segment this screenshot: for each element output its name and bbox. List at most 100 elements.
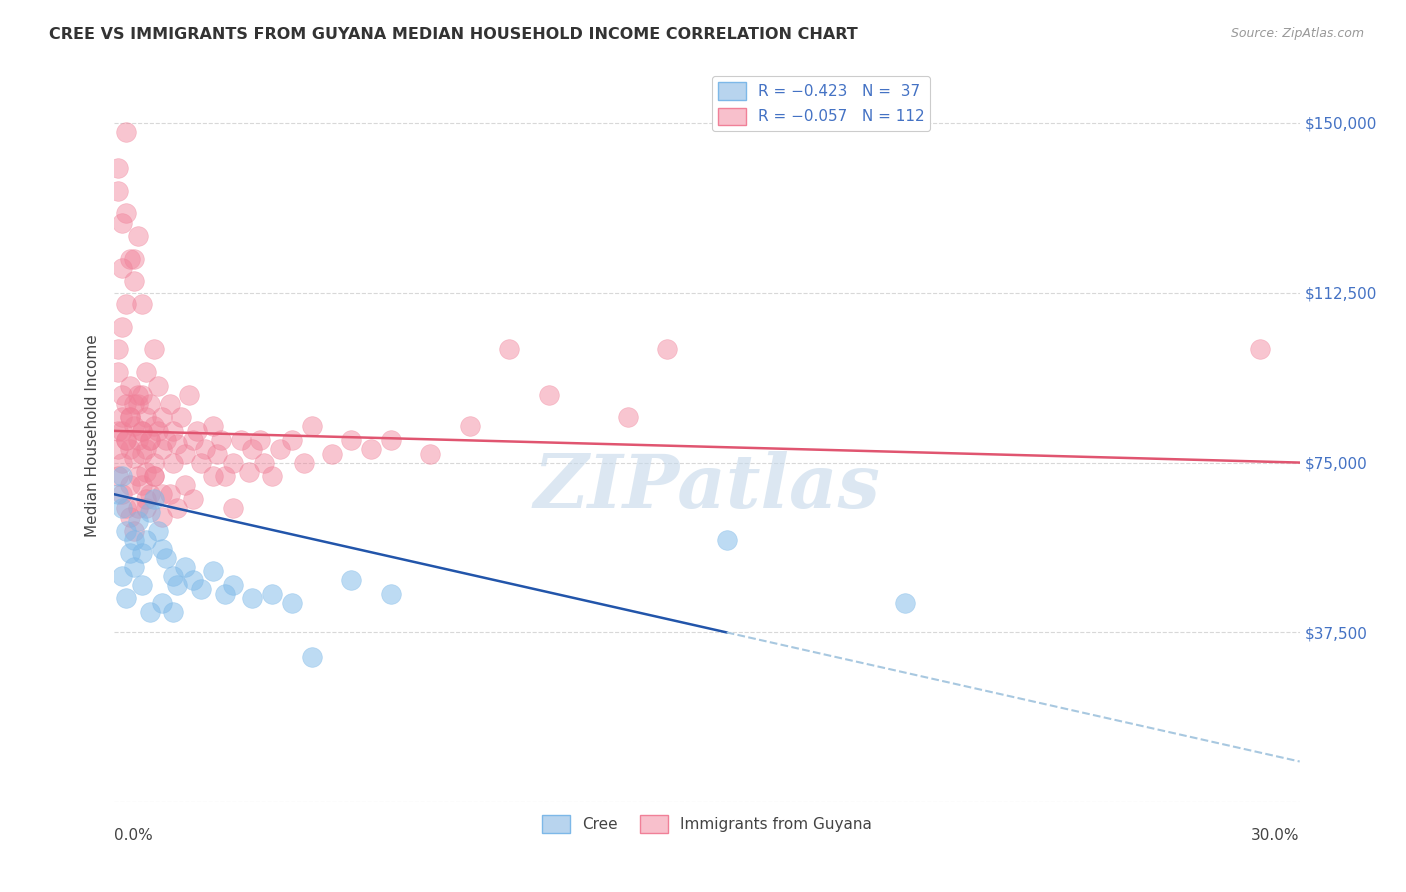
Point (111, 387, 134, 401)
Point (181, 433, 204, 447)
Point (118, 546, 141, 560)
Point (118, 410, 141, 425)
Point (107, 487, 129, 501)
Point (537, 387, 560, 401)
Point (111, 487, 134, 501)
Point (135, 465, 157, 479)
Point (360, 442, 382, 456)
Point (181, 491, 204, 506)
Point (162, 605, 184, 619)
Point (127, 515, 149, 529)
Point (107, 343, 129, 357)
Point (238, 465, 260, 479)
Point (174, 446, 197, 460)
Point (115, 206, 138, 220)
Point (139, 605, 162, 619)
Point (131, 424, 153, 438)
Point (301, 650, 323, 665)
Point (269, 442, 291, 456)
Point (107, 424, 129, 438)
Point (1249, 343, 1271, 357)
Point (155, 433, 177, 447)
Point (111, 500, 134, 515)
Point (281, 433, 304, 447)
Legend: Cree, Immigrants from Guyana: Cree, Immigrants from Guyana (536, 809, 877, 838)
Point (340, 574, 363, 588)
Point (107, 161, 129, 176)
Point (135, 365, 157, 379)
Point (131, 446, 153, 460)
Point (115, 397, 138, 411)
Point (118, 378, 141, 392)
Point (135, 410, 157, 425)
Point (380, 433, 402, 447)
Point (142, 456, 165, 470)
Point (174, 478, 197, 492)
Point (170, 410, 193, 425)
Point (146, 524, 169, 538)
Point (146, 378, 169, 392)
Point (131, 546, 153, 560)
Point (131, 424, 153, 438)
Point (122, 559, 145, 574)
Point (111, 424, 134, 438)
Point (118, 478, 141, 492)
Point (111, 469, 134, 483)
Point (111, 410, 134, 425)
Point (155, 550, 177, 565)
Point (174, 559, 197, 574)
Point (301, 419, 323, 434)
Point (657, 343, 679, 357)
Point (380, 587, 402, 601)
Point (122, 419, 145, 434)
Point (194, 442, 217, 456)
Point (142, 491, 165, 506)
Point (150, 487, 173, 501)
Point (166, 578, 188, 592)
Point (498, 343, 520, 357)
Text: 30.0%: 30.0% (1251, 828, 1299, 843)
Text: 0.0%: 0.0% (114, 828, 153, 843)
Point (716, 533, 738, 547)
Point (281, 596, 304, 610)
Point (115, 125, 138, 139)
Point (201, 564, 224, 578)
Point (150, 510, 173, 524)
Point (458, 419, 481, 434)
Point (118, 410, 141, 425)
Point (166, 437, 188, 451)
Point (321, 446, 343, 460)
Point (617, 410, 640, 425)
Point (201, 469, 224, 483)
Point (159, 397, 181, 411)
Point (135, 500, 157, 515)
Point (131, 578, 153, 592)
Point (166, 500, 188, 515)
Point (127, 433, 149, 447)
Point (159, 487, 181, 501)
Point (122, 397, 145, 411)
Point (229, 433, 252, 447)
Point (214, 587, 236, 601)
Point (127, 500, 149, 515)
Point (115, 433, 138, 447)
Point (107, 442, 129, 456)
Point (150, 596, 173, 610)
Point (142, 469, 165, 483)
Point (190, 456, 212, 470)
Point (111, 319, 134, 334)
Point (135, 491, 157, 506)
Point (127, 469, 149, 483)
Point (242, 591, 264, 606)
Point (139, 505, 162, 519)
Point (292, 456, 315, 470)
Point (115, 433, 138, 447)
Point (115, 591, 138, 606)
Point (253, 456, 276, 470)
Point (214, 469, 236, 483)
Text: ZIPatlas: ZIPatlas (533, 450, 880, 523)
Point (340, 433, 363, 447)
Point (131, 478, 153, 492)
Point (107, 469, 129, 483)
Point (222, 500, 245, 515)
